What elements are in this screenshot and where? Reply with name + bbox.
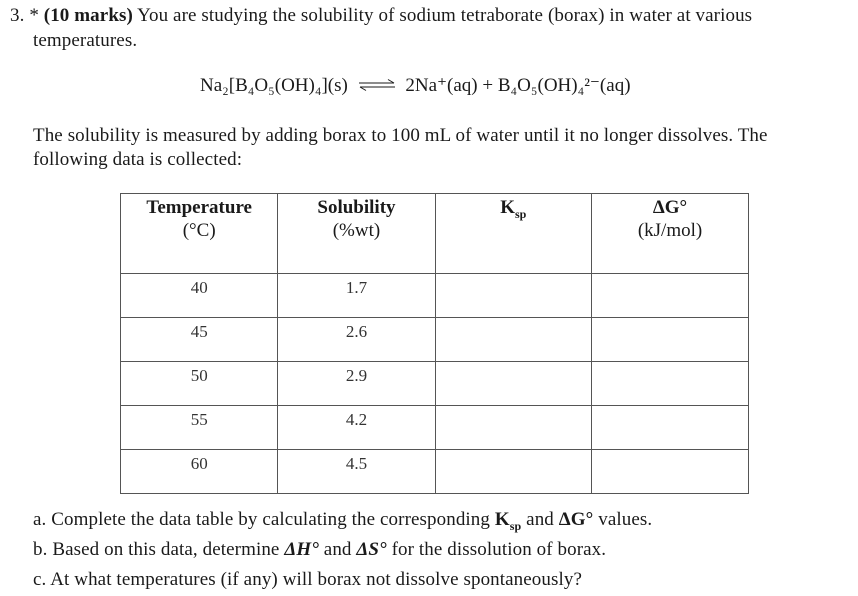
header-delta-g: ΔG° (kJ/mol) <box>591 193 749 274</box>
question-number: 3. <box>10 5 25 26</box>
part-a-text: Complete the data table by calculating t… <box>51 509 491 530</box>
cell-ksp[interactable] <box>434 317 593 362</box>
cell-delta-g[interactable] <box>591 405 749 450</box>
part-a-text-after: values. <box>598 509 653 530</box>
header-delta-g-unit: (kJ/mol) <box>637 220 703 241</box>
method-text: The solubility is measured by adding bor… <box>33 125 768 146</box>
header-solubility-label: Solubility <box>317 197 396 218</box>
cell-temperature: 55 <box>119 405 279 450</box>
question-intro: You are studying the solubility of sodiu… <box>137 5 753 26</box>
table-row: 40 1.7 <box>119 273 749 318</box>
part-a-ksp: Ksp <box>494 509 522 533</box>
part-a-label: a. <box>33 509 47 530</box>
part-b-delta-h: ΔH° <box>284 539 319 560</box>
cell-temperature: 60 <box>119 449 279 494</box>
part-a-and: and <box>526 509 554 530</box>
cell-delta-g[interactable] <box>591 361 749 406</box>
header-ksp-subscript: sp <box>514 206 527 221</box>
table-row: 55 4.2 <box>119 405 749 450</box>
header-delta-g-label: ΔG° <box>652 197 688 218</box>
part-b-text: Based on this data, determine <box>52 539 280 560</box>
solubility-data-table: Temperature (°C) Solubility (%wt) Ksp ΔG… <box>119 193 749 494</box>
cell-temperature: 45 <box>119 317 279 362</box>
cell-delta-g[interactable] <box>591 273 749 318</box>
cell-solubility: 4.2 <box>277 405 436 450</box>
table-row: 50 2.9 <box>119 361 749 406</box>
part-c-text: At what temperatures (if any) will borax… <box>50 569 583 590</box>
header-ksp-label: K <box>500 197 515 218</box>
question-marks: (10 marks) <box>43 5 133 26</box>
equation-plus: + <box>482 75 494 96</box>
part-c: c. At what temperatures (if any) will bo… <box>33 568 582 592</box>
part-b-and: and <box>323 539 352 560</box>
header-temperature-unit: (°C) <box>182 220 216 241</box>
header-temperature-label: Temperature <box>146 197 252 218</box>
method-line-2: following data is collected: <box>33 148 242 172</box>
cell-temperature: 50 <box>119 361 279 406</box>
header-solubility: Solubility (%wt) <box>277 193 436 274</box>
part-b-label: b. <box>33 539 48 560</box>
part-a-delta-g: ΔG° <box>558 509 594 530</box>
chemical-equation: Na₂[B₄O₅(OH)₄](s) 2Na⁺(aq) + B₄O₅(OH)₄²⁻… <box>200 74 631 97</box>
question-intro-cont: temperatures. <box>33 30 138 51</box>
cell-delta-g[interactable] <box>591 449 749 494</box>
part-a: a. Complete the data table by calculatin… <box>33 508 652 532</box>
cell-ksp[interactable] <box>434 405 593 450</box>
part-a-ksp-subscript: sp <box>509 518 522 533</box>
cell-solubility: 2.6 <box>277 317 436 362</box>
table-row: 45 2.6 <box>119 317 749 362</box>
cell-solubility: 4.5 <box>277 449 436 494</box>
header-temperature: Temperature (°C) <box>119 193 279 274</box>
cell-ksp[interactable] <box>434 273 593 318</box>
table-header-row: Temperature (°C) Solubility (%wt) Ksp ΔG… <box>119 193 749 274</box>
question-line-1: 3. * (10 marks) You are studying the sol… <box>10 4 752 28</box>
equation-reactant: Na₂[B₄O₅(OH)₄](s) <box>200 75 348 96</box>
equation-product-1: 2Na⁺(aq) <box>405 75 478 96</box>
cell-ksp[interactable] <box>434 361 593 406</box>
part-c-label: c. <box>33 569 47 590</box>
cell-ksp[interactable] <box>434 449 593 494</box>
method-text-cont: following data is collected: <box>33 149 243 170</box>
part-b-text-after: for the dissolution of borax. <box>391 539 607 560</box>
method-line-1: The solubility is measured by adding bor… <box>33 124 768 148</box>
cell-solubility: 2.9 <box>277 361 436 406</box>
table-row: 60 4.5 <box>119 449 749 494</box>
cell-solubility: 1.7 <box>277 273 436 318</box>
cell-delta-g[interactable] <box>591 317 749 362</box>
part-b-delta-s: ΔS° <box>356 539 387 560</box>
part-b: b. Based on this data, determine ΔH° and… <box>33 538 606 562</box>
header-solubility-unit: (%wt) <box>332 220 381 241</box>
question-line-2: temperatures. <box>33 29 137 53</box>
equilibrium-arrow-icon <box>358 78 395 91</box>
question-star: * <box>29 5 39 26</box>
cell-temperature: 40 <box>119 273 279 318</box>
equation-product-2: B₄O₅(OH)₄²⁻(aq) <box>497 75 631 96</box>
part-a-ksp-label: K <box>494 509 510 530</box>
header-ksp: Ksp <box>434 193 593 274</box>
